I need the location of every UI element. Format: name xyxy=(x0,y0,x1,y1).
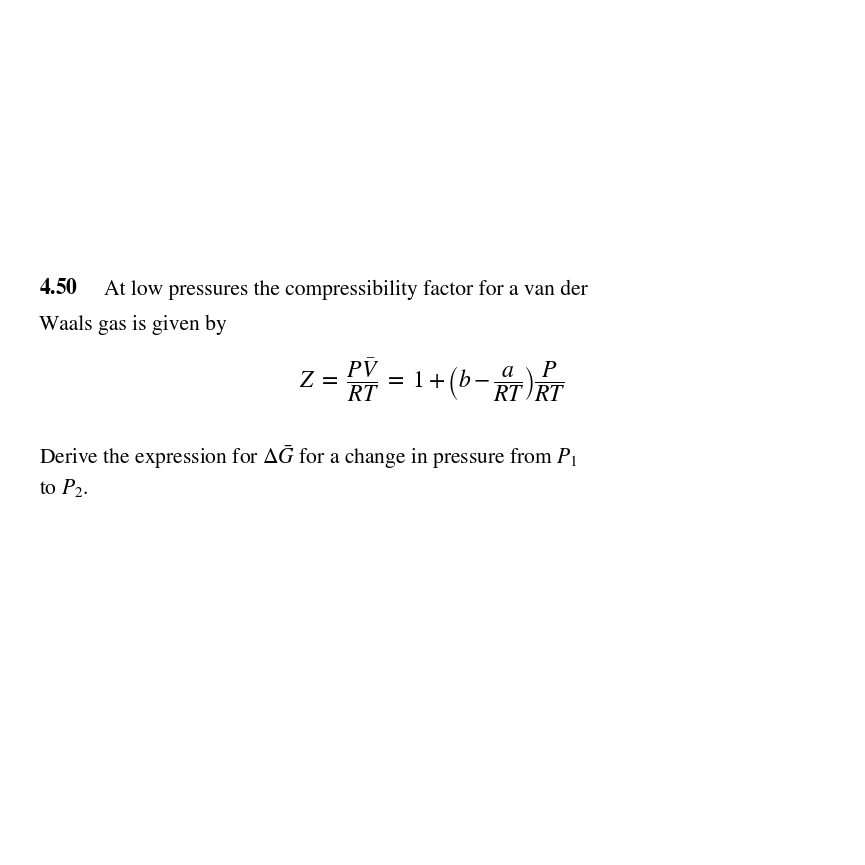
Text: $Z \ = \ \dfrac{P\bar{V}}{RT} \ = \ 1 + \left(b - \dfrac{a}{RT}\right)\dfrac{P}{: $Z \ = \ \dfrac{P\bar{V}}{RT} \ = \ 1 + … xyxy=(299,357,566,404)
Text: to $P_2$.: to $P_2$. xyxy=(39,477,88,499)
Text: Derive the expression for $\Delta\bar{G}$ for a change in pressure from $P_1$: Derive the expression for $\Delta\bar{G}… xyxy=(39,443,578,471)
Text: $\mathbf{4.50}$: $\mathbf{4.50}$ xyxy=(39,279,78,299)
Text: Waals gas is given by: Waals gas is given by xyxy=(39,315,227,335)
Text: At low pressures the compressibility factor for a van der: At low pressures the compressibility fac… xyxy=(104,279,587,299)
